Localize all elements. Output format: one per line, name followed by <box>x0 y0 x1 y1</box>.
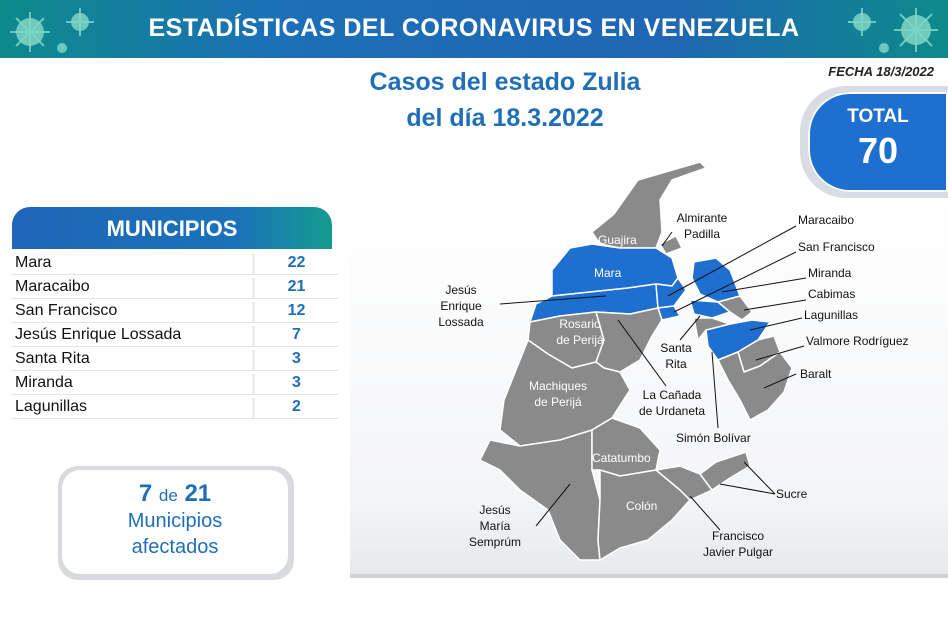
map-label-jmaria-3: Semprúm <box>468 535 521 549</box>
municipio-name: Jesús Enrique Lossada <box>15 326 182 343</box>
map-label-jesus-enrique-lossada: Jesús Enrique Lossada <box>424 282 498 330</box>
map-label-jesus-2: Enrique <box>440 299 482 313</box>
affected-total: 21 <box>184 480 212 507</box>
map-label-maracaibo: Maracaibo <box>798 213 855 227</box>
subtitle-line-2: del día 18.3.2022 <box>406 104 604 132</box>
map-label-miranda: Miranda <box>808 266 852 280</box>
total-badge: TOTAL 70 <box>808 92 948 192</box>
municipio-name: Miranda <box>15 374 73 391</box>
map-label-machiques-2: de Perijá <box>534 395 582 409</box>
municipio-cases: 7 <box>252 326 338 346</box>
map-label-almirante: Almirante Padilla <box>666 210 738 242</box>
map-label-sucre: Sucre <box>776 487 808 501</box>
map-label-jesus-1: Jesús <box>445 283 477 297</box>
table-row: Jesús Enrique Lossada 7 <box>12 323 338 347</box>
affected-card: 7 de 21 Municipios afectados <box>62 470 288 574</box>
map-label-santa-rita: Santa Rita <box>654 340 698 372</box>
map-label-san-francisco: San Francisco <box>798 240 875 254</box>
region-baralt <box>717 351 793 421</box>
subtitle: Casos del estado Zulia del día 18.3.2022 <box>300 64 710 136</box>
page-title: ESTADÍSTICAS DEL CORONAVIRUS EN VENEZUEL… <box>148 14 800 42</box>
date-label: FECHA 18/3/2022 <box>828 64 934 79</box>
map-label-guajira: Guajira <box>598 233 637 247</box>
map-label-machiques: Machiques de Perijá <box>520 378 596 410</box>
region-guajira <box>591 161 707 249</box>
map-label-rosario: Rosario de Perijá <box>548 316 612 348</box>
map-label-baralt: Baralt <box>800 367 832 381</box>
map-label-rosario-1: Rosario <box>559 317 601 331</box>
municipio-cases: 3 <box>252 350 338 370</box>
map-label-rosario-2: de Perijá <box>556 333 604 347</box>
affected-de: de <box>158 486 178 505</box>
region-cabimas <box>717 295 753 321</box>
map-label-mara: Mara <box>594 266 622 280</box>
municipio-name: Mara <box>15 254 52 271</box>
municipio-cases: 21 <box>252 278 338 298</box>
municipio-name: Santa Rita <box>15 350 90 367</box>
municipios-header: MUNICIPIOS <box>12 207 332 249</box>
map-label-francisco-2: Javier Pulgar <box>702 545 774 559</box>
subtitle-line-1: Casos del estado Zulia <box>369 68 641 96</box>
municipio-name: San Francisco <box>15 302 118 319</box>
map-label-francisco-1: Francisco <box>711 529 764 543</box>
map-label-colon: Colón <box>626 499 658 513</box>
table-row: San Francisco 12 <box>12 299 338 323</box>
region-almirante-padilla <box>659 235 683 255</box>
municipio-cases: 2 <box>252 398 338 418</box>
header-banner: ESTADÍSTICAS DEL CORONAVIRUS EN VENEZUEL… <box>0 0 948 58</box>
map-label-simon-bolivar: Simón Bolívar <box>676 431 751 445</box>
table-row: Miranda 3 <box>12 371 338 395</box>
map-label-la-canada: La Cañada de Urdaneta <box>632 387 712 419</box>
map-label-cabimas: Cabimas <box>808 287 856 301</box>
region-miranda <box>691 257 741 303</box>
map-label-canada-2: de Urdaneta <box>638 404 706 418</box>
region-la-canada <box>595 307 663 373</box>
map-label-francisco-javier-pulgar: Francisco Javier Pulgar <box>694 528 782 560</box>
map-label-almirante-1: Almirante <box>676 211 728 225</box>
table-row: Mara 22 <box>12 251 338 275</box>
map-label-machiques-1: Machiques <box>528 379 588 393</box>
total-label: TOTAL <box>847 106 909 127</box>
municipio-cases: 22 <box>252 254 338 274</box>
municipios-table: Mara 22 Maracaibo 21 San Francisco 12 Je… <box>12 251 338 419</box>
map-label-almirante-2: Padilla <box>683 227 721 241</box>
map-label-jmaria-1: Jesús <box>479 503 511 517</box>
affected-count-line: 7 de 21 <box>62 480 288 508</box>
table-row: Lagunillas 2 <box>12 395 338 419</box>
table-row: Santa Rita 3 <box>12 347 338 371</box>
region-colon <box>597 469 691 561</box>
municipio-cases: 3 <box>252 374 338 394</box>
affected-label-1: Municipios <box>127 510 223 532</box>
municipio-name: Lagunillas <box>15 398 88 415</box>
affected-count: 7 <box>138 480 153 507</box>
total-value: 70 <box>857 130 899 171</box>
municipio-name: Maracaibo <box>15 278 90 295</box>
region-catatumbo <box>591 417 661 477</box>
virus-icon-right <box>848 8 938 53</box>
table-row: Maracaibo 21 <box>12 275 338 299</box>
map-label-jesus-3: Lossada <box>438 315 484 329</box>
municipio-cases: 12 <box>252 302 338 322</box>
region-simon-bolivar <box>693 317 731 341</box>
map-label-canada-1: La Cañada <box>642 388 702 402</box>
region-sucre <box>699 451 751 491</box>
map-label-santa-rita-1: Santa <box>660 341 692 355</box>
virus-icon-left <box>10 8 94 53</box>
affected-label-2: afectados <box>131 536 219 558</box>
map-label-santa-rita-2: Rita <box>665 357 687 371</box>
map-label-jesus-maria-semprum: Jesús María Semprúm <box>460 502 530 550</box>
map-label-catatumbo: Catatumbo <box>592 451 651 465</box>
map-label-lagunillas: Lagunillas <box>804 308 859 322</box>
map-label-jmaria-2: María <box>479 519 511 533</box>
map-label-valmore-rodriguez: Valmore Rodríguez <box>806 334 909 348</box>
